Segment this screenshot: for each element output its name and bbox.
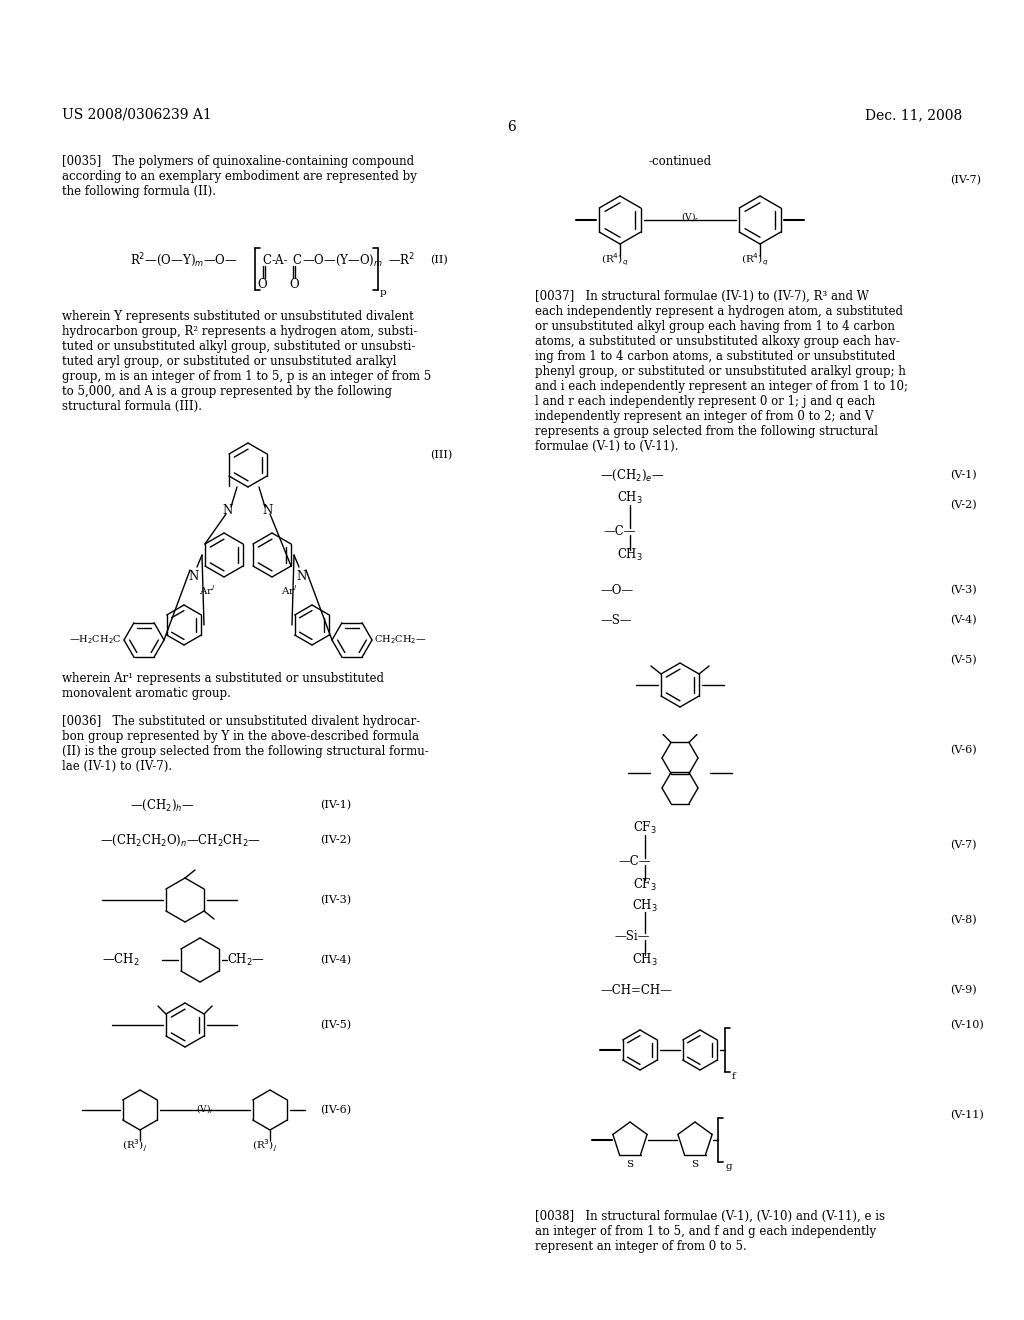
Text: CH$_3$: CH$_3$ — [617, 546, 643, 564]
Text: —CH$_2$: —CH$_2$ — [102, 952, 139, 968]
Text: (III): (III) — [430, 450, 453, 461]
Text: N: N — [188, 570, 199, 583]
Text: (V)$_r$: (V)$_r$ — [681, 210, 699, 223]
Text: (V-3): (V-3) — [950, 585, 977, 595]
Text: [0038]   In structural formulae (V-1), (V-10) and (V-11), e is
an integer of fro: [0038] In structural formulae (V-1), (V-… — [535, 1210, 885, 1253]
Text: Ar$^l$: Ar$^l$ — [199, 583, 215, 597]
Text: N: N — [297, 570, 307, 583]
Text: -A-: -A- — [272, 253, 289, 267]
Text: CH$_3$: CH$_3$ — [632, 952, 658, 968]
Text: g: g — [725, 1162, 731, 1171]
Text: —H$_2$CH$_2$C: —H$_2$CH$_2$C — [70, 634, 122, 647]
Text: (IV-4): (IV-4) — [319, 954, 351, 965]
Text: CH$_2$—: CH$_2$— — [227, 952, 265, 968]
Text: (IV-1): (IV-1) — [319, 800, 351, 810]
Text: (IV-2): (IV-2) — [319, 834, 351, 845]
Text: O: O — [257, 279, 266, 290]
Text: (V-5): (V-5) — [950, 655, 977, 665]
Text: O: O — [289, 279, 299, 290]
Text: Ar$^l$: Ar$^l$ — [281, 583, 297, 597]
Text: S: S — [691, 1160, 698, 1170]
Text: (V-4): (V-4) — [950, 615, 977, 626]
Text: [0036]   The substituted or unsubstituted divalent hydrocar-
bon group represent: [0036] The substituted or unsubstituted … — [62, 715, 429, 774]
Text: [0037]   In structural formulae (IV-1) to (IV-7), R³ and W
each independently re: [0037] In structural formulae (IV-1) to … — [535, 290, 908, 453]
Text: (II): (II) — [430, 255, 447, 265]
Text: [0035]   The polymers of quinoxaline-containing compound
according to an exempla: [0035] The polymers of quinoxaline-conta… — [62, 154, 417, 198]
Text: —C—: —C— — [618, 855, 651, 869]
Text: p: p — [380, 288, 387, 297]
Text: (IV-6): (IV-6) — [319, 1105, 351, 1115]
Text: (V-1): (V-1) — [950, 470, 977, 480]
Text: R$^2$—(O—Y)$_m$—O—: R$^2$—(O—Y)$_m$—O— — [130, 251, 238, 269]
Text: -continued: -continued — [648, 154, 712, 168]
Text: S: S — [627, 1160, 634, 1170]
Text: —(CH$_2$)$_e$—: —(CH$_2$)$_e$— — [600, 467, 665, 483]
Text: N: N — [223, 503, 233, 516]
Text: C: C — [262, 253, 271, 267]
Text: Dec. 11, 2008: Dec. 11, 2008 — [864, 108, 962, 121]
Text: —(CH$_2$)$_h$—: —(CH$_2$)$_h$— — [130, 797, 195, 813]
Text: f: f — [732, 1072, 736, 1081]
Text: (V-9): (V-9) — [950, 985, 977, 995]
Text: (R$^4$)$_q$: (R$^4$)$_q$ — [741, 252, 769, 268]
Text: wherein Ar¹ represents a substituted or unsubstituted
monovalent aromatic group.: wherein Ar¹ represents a substituted or … — [62, 672, 384, 700]
Text: 6: 6 — [508, 120, 516, 135]
Text: (R$^3$)$_j$: (R$^3$)$_j$ — [253, 1138, 278, 1154]
Text: —O—: —O— — [600, 583, 633, 597]
Text: (V-2): (V-2) — [950, 500, 977, 510]
Text: (V)$_l$: (V)$_l$ — [197, 1102, 214, 1115]
Text: —O—(Y—O)$_m$: —O—(Y—O)$_m$ — [302, 252, 383, 268]
Text: (V-7): (V-7) — [950, 840, 977, 850]
Text: (V-8): (V-8) — [950, 915, 977, 925]
Text: —R$^2$: —R$^2$ — [388, 252, 415, 268]
Text: CH$_2$CH$_2$—: CH$_2$CH$_2$— — [374, 634, 427, 647]
Text: US 2008/0306239 A1: US 2008/0306239 A1 — [62, 108, 212, 121]
Text: (V-6): (V-6) — [950, 744, 977, 755]
Text: CF$_3$: CF$_3$ — [633, 876, 657, 894]
Text: wherein Y represents substituted or unsubstituted divalent
hydrocarbon group, R²: wherein Y represents substituted or unsu… — [62, 310, 431, 413]
Text: —(CH$_2$CH$_2$O)$_n$—CH$_2$CH$_2$—: —(CH$_2$CH$_2$O)$_n$—CH$_2$CH$_2$— — [100, 833, 261, 847]
Text: CH$_3$: CH$_3$ — [632, 898, 658, 913]
Text: —CH=CH—: —CH=CH— — [600, 983, 672, 997]
Text: —S—: —S— — [600, 614, 632, 627]
Text: (R$^3$)$_j$: (R$^3$)$_j$ — [123, 1138, 147, 1154]
Text: (IV-5): (IV-5) — [319, 1020, 351, 1030]
Text: CF$_3$: CF$_3$ — [633, 820, 657, 836]
Text: (IV-7): (IV-7) — [950, 174, 981, 185]
Text: (V-11): (V-11) — [950, 1110, 984, 1121]
Text: (R$^4$)$_q$: (R$^4$)$_q$ — [601, 252, 629, 268]
Text: N: N — [263, 503, 273, 516]
Text: (V-10): (V-10) — [950, 1020, 984, 1030]
Text: (IV-3): (IV-3) — [319, 895, 351, 906]
Text: CH$_3$: CH$_3$ — [617, 490, 643, 506]
Text: —Si—: —Si— — [614, 931, 649, 942]
Text: C: C — [292, 253, 301, 267]
Text: —C—: —C— — [604, 525, 636, 539]
